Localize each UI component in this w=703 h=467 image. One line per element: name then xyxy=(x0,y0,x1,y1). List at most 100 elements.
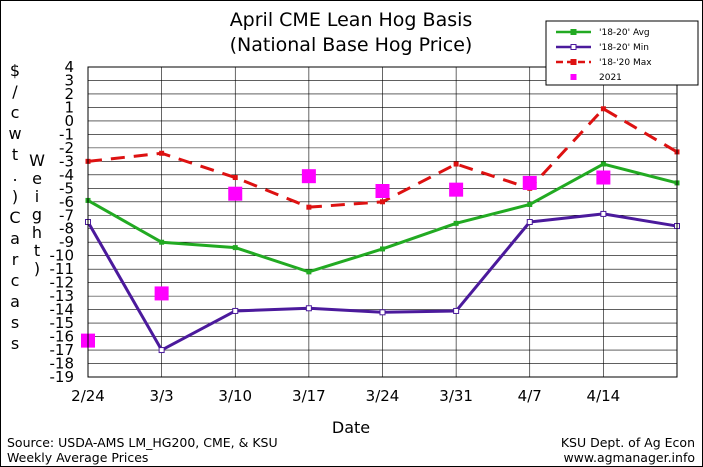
y-tick-label: -12 xyxy=(50,274,75,292)
data-point xyxy=(159,150,165,156)
data-point xyxy=(232,175,238,181)
y-tick-label: -9 xyxy=(59,233,74,251)
y-axis-label-char: i xyxy=(35,187,39,206)
y-tick-label: -6 xyxy=(59,193,74,211)
y-axis-label-char: t xyxy=(34,241,40,260)
data-point xyxy=(154,286,169,301)
y-axis-label-char: r xyxy=(12,250,19,269)
legend-label: '18-20' Min xyxy=(599,43,649,53)
x-tick-label: 4/14 xyxy=(587,387,621,405)
plot-area-border xyxy=(87,66,678,378)
legend-entry: 2021 xyxy=(570,73,622,83)
y-axis-label-char: W xyxy=(29,151,45,170)
data-point xyxy=(449,182,464,197)
y-axis-label-char: s xyxy=(11,334,19,353)
legend-label: 2021 xyxy=(599,73,622,83)
data-point xyxy=(600,106,606,112)
data-point xyxy=(600,210,607,217)
y-axis-label-char: t xyxy=(12,145,18,164)
y-axis-label-char: a xyxy=(10,292,20,311)
y-axis-label-char: w xyxy=(8,124,21,143)
data-point xyxy=(301,169,316,184)
y-axis-label-char: C xyxy=(9,208,20,227)
gridlines xyxy=(87,66,678,378)
x-tick-label: 2/24 xyxy=(71,387,105,405)
x-tick-label: 3/3 xyxy=(150,387,174,405)
data-point xyxy=(453,307,460,314)
x-tick-label: 3/17 xyxy=(292,387,326,405)
chart-title: April CME Lean Hog Basis (National Base … xyxy=(230,9,473,56)
data-point xyxy=(159,239,165,245)
x-tick-label: 3/10 xyxy=(218,387,252,405)
y-tick-label: 4 xyxy=(64,58,74,76)
chart-title-line-2: (National Base Hog Price) xyxy=(230,34,473,56)
legend-marker xyxy=(570,74,577,80)
data-point xyxy=(228,186,243,201)
footer-source: Source: USDA-AMS LM_HG200, CME, & KSU xyxy=(7,435,278,450)
data-point xyxy=(306,204,312,210)
series-lines xyxy=(81,106,680,354)
y-tick-label: 1 xyxy=(64,98,74,116)
data-point xyxy=(232,245,238,251)
y-axis-label-char: / xyxy=(12,82,18,101)
data-point xyxy=(380,199,385,205)
x-tick-label: 3/31 xyxy=(439,387,473,405)
legend-marker xyxy=(570,44,577,50)
legend-entry: '18-20' Min xyxy=(556,43,649,53)
data-point xyxy=(158,347,165,354)
x-tick-label: 4/7 xyxy=(518,387,542,405)
legend-label: '18-20' Avg xyxy=(599,28,650,38)
y-tick-label: -1 xyxy=(59,125,74,143)
y-axis-label-char: h xyxy=(32,223,42,242)
data-point xyxy=(526,219,533,225)
data-point xyxy=(306,269,312,275)
y-tick-label: -19 xyxy=(50,368,75,386)
y-axis-label-char: s xyxy=(11,313,19,332)
data-point xyxy=(453,161,459,167)
y-axis-label-char: . xyxy=(12,166,17,185)
y-tick-label: -4 xyxy=(59,166,74,184)
data-point xyxy=(596,170,611,185)
y-tick-label: 0 xyxy=(64,112,74,130)
y-tick-label: -15 xyxy=(50,314,75,332)
chart-title-line-1: April CME Lean Hog Basis xyxy=(230,9,473,31)
y-tick-labels: 43210-1-2-3-4-5-6-7-8-9-10-11-12-13-14-1… xyxy=(50,58,75,386)
series-3 xyxy=(81,169,611,348)
y-tick-label: 3 xyxy=(64,71,74,89)
y-tick-label: -14 xyxy=(50,301,75,319)
y-axis-label-char: ) xyxy=(34,259,40,278)
footer-site: www.agmanager.info xyxy=(563,450,695,465)
legend-label: '18-'20 Max xyxy=(599,58,652,68)
y-tick-label: -7 xyxy=(59,206,74,224)
data-point xyxy=(522,175,537,190)
footer-note: Weekly Average Prices xyxy=(7,450,148,465)
y-tick-label: -16 xyxy=(50,328,75,346)
legend-entry: '18-'20 Max xyxy=(556,58,652,68)
y-tick-label: -11 xyxy=(50,260,75,278)
y-axis-label-char: c xyxy=(11,103,20,122)
legend-marker xyxy=(570,29,577,35)
data-point xyxy=(375,184,390,198)
legend-entry: '18-20' Avg xyxy=(556,28,650,38)
y-tick-label: -2 xyxy=(59,139,74,157)
y-axis-label-char: c xyxy=(11,271,20,290)
data-point xyxy=(600,161,606,167)
x-axis-title: Date xyxy=(332,418,370,437)
y-tick-label: -13 xyxy=(50,287,75,305)
data-point xyxy=(527,201,533,207)
y-axis-label-char: g xyxy=(32,205,42,224)
y-tick-label: -10 xyxy=(50,247,75,265)
y-axis-label-char: a xyxy=(10,229,20,248)
y-axis-label-char: ) xyxy=(12,187,18,206)
x-tick-label: 3/24 xyxy=(366,387,400,405)
x-tick-labels: 2/24 3/3 3/10 3/17 3/24 3/31 4/7 4/14 xyxy=(71,387,620,405)
legend: '18-20' Avg '18-20' Min '18-'20 Max 2021 xyxy=(545,20,699,86)
y-tick-label: -3 xyxy=(59,152,74,170)
data-point xyxy=(232,307,239,314)
y-axis-label-char: e xyxy=(32,169,42,188)
y-tick-label: -18 xyxy=(50,355,75,373)
y-tick-label: -5 xyxy=(59,179,74,197)
data-point xyxy=(305,305,312,312)
